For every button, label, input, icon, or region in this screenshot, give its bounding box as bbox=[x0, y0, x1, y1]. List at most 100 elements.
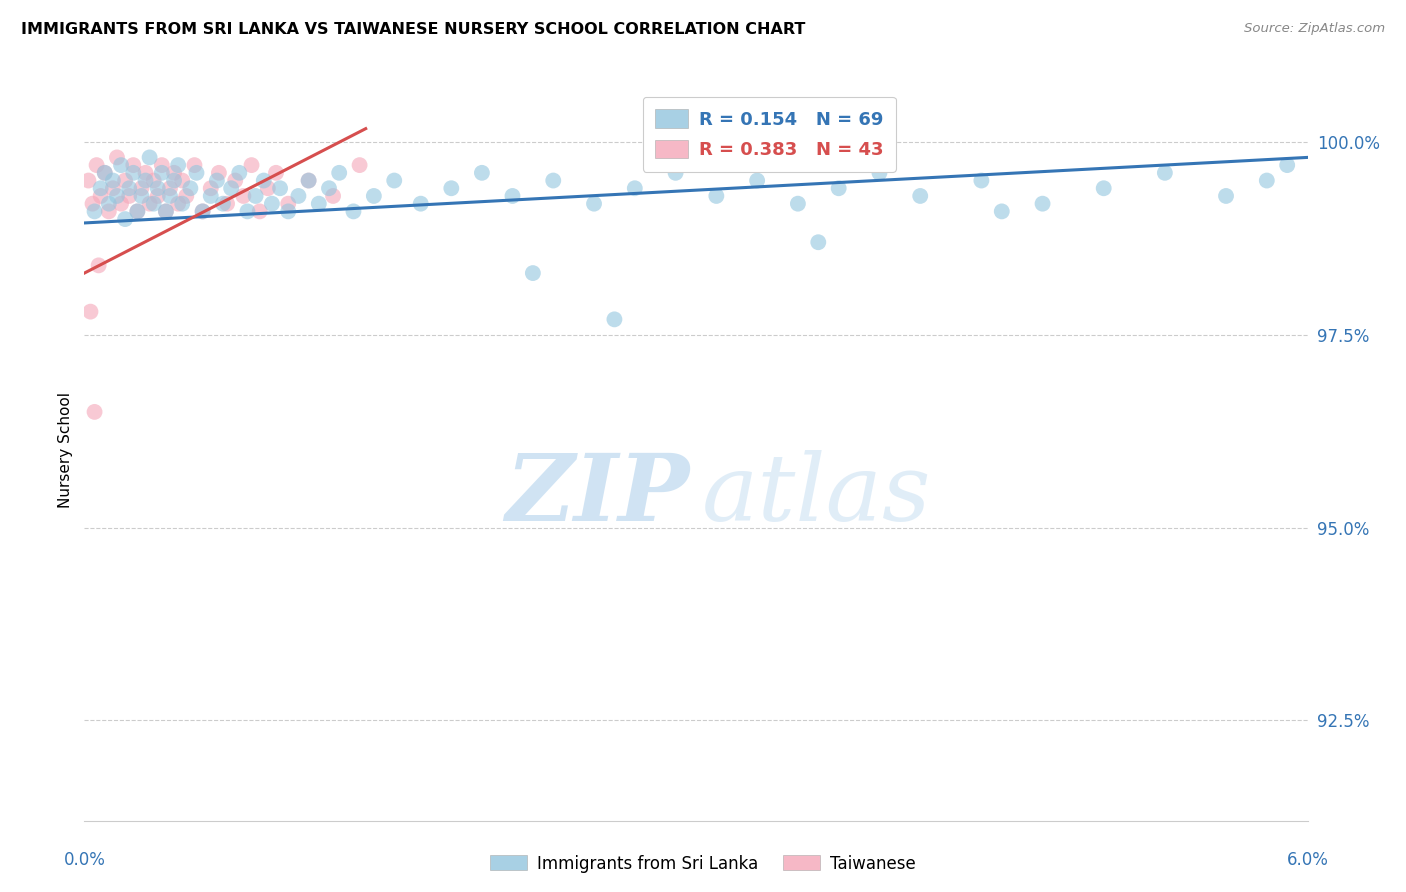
Text: 6.0%: 6.0% bbox=[1286, 851, 1329, 869]
Point bbox=[163, 166, 186, 180]
Point bbox=[172, 173, 194, 187]
Text: IMMIGRANTS FROM SRI LANKA VS TAIWANESE NURSERY SCHOOL CORRELATION CHART: IMMIGRANTS FROM SRI LANKA VS TAIWANESE N… bbox=[21, 22, 806, 37]
Point bbox=[205, 173, 228, 187]
Text: atlas: atlas bbox=[702, 450, 932, 540]
Point bbox=[1256, 173, 1278, 187]
Point bbox=[146, 189, 169, 203]
Point bbox=[167, 196, 190, 211]
Point bbox=[93, 166, 115, 180]
Point bbox=[122, 166, 145, 180]
Point bbox=[787, 196, 810, 211]
Point bbox=[253, 173, 276, 187]
Point bbox=[706, 189, 728, 203]
Point bbox=[308, 196, 330, 211]
Point bbox=[200, 189, 222, 203]
Point bbox=[287, 189, 309, 203]
Point bbox=[1277, 158, 1299, 172]
Point bbox=[159, 189, 181, 203]
Legend: R = 0.154   N = 69, R = 0.383   N = 43: R = 0.154 N = 69, R = 0.383 N = 43 bbox=[643, 96, 896, 171]
Point bbox=[93, 166, 115, 180]
Point bbox=[260, 196, 283, 211]
Point bbox=[163, 173, 186, 187]
Point bbox=[179, 181, 201, 195]
Legend: Immigrants from Sri Lanka, Taiwanese: Immigrants from Sri Lanka, Taiwanese bbox=[484, 848, 922, 880]
Point bbox=[543, 173, 565, 187]
Point bbox=[440, 181, 463, 195]
Point bbox=[747, 173, 769, 187]
Point bbox=[1215, 189, 1237, 203]
Point bbox=[135, 173, 157, 187]
Point bbox=[159, 181, 181, 195]
Point bbox=[217, 196, 239, 211]
Point bbox=[90, 189, 112, 203]
Point bbox=[142, 196, 165, 211]
Text: 0.0%: 0.0% bbox=[63, 851, 105, 869]
Point bbox=[869, 166, 891, 180]
Point bbox=[97, 196, 120, 211]
Point bbox=[174, 189, 197, 203]
Point bbox=[150, 158, 173, 172]
Point bbox=[191, 204, 214, 219]
Point bbox=[82, 196, 104, 211]
Point bbox=[114, 173, 136, 187]
Point bbox=[298, 173, 321, 187]
Point bbox=[101, 181, 124, 195]
Point bbox=[183, 158, 205, 172]
Point bbox=[240, 158, 263, 172]
Point bbox=[277, 204, 299, 219]
Text: Source: ZipAtlas.com: Source: ZipAtlas.com bbox=[1244, 22, 1385, 36]
Point bbox=[349, 158, 371, 172]
Point bbox=[90, 181, 112, 195]
Point bbox=[991, 204, 1014, 219]
Point bbox=[522, 266, 544, 280]
Point bbox=[828, 181, 851, 195]
Point bbox=[245, 189, 267, 203]
Point bbox=[186, 166, 208, 180]
Point bbox=[249, 204, 271, 219]
Point bbox=[322, 189, 344, 203]
Point bbox=[502, 189, 524, 203]
Point bbox=[583, 196, 606, 211]
Point bbox=[131, 181, 153, 195]
Point bbox=[77, 173, 100, 187]
Text: ZIP: ZIP bbox=[506, 450, 690, 540]
Point bbox=[155, 204, 177, 219]
Point bbox=[110, 196, 132, 211]
Point bbox=[146, 181, 169, 195]
Point bbox=[382, 173, 405, 187]
Point bbox=[105, 150, 128, 164]
Point bbox=[298, 173, 321, 187]
Point bbox=[212, 196, 235, 211]
Point bbox=[114, 212, 136, 227]
Y-axis label: Nursery School: Nursery School bbox=[58, 392, 73, 508]
Point bbox=[118, 189, 141, 203]
Point bbox=[624, 181, 647, 195]
Point bbox=[257, 181, 280, 195]
Point bbox=[87, 258, 110, 272]
Point bbox=[127, 204, 149, 219]
Point bbox=[122, 158, 145, 172]
Point bbox=[138, 150, 160, 164]
Point bbox=[232, 189, 254, 203]
Point bbox=[409, 196, 432, 211]
Point bbox=[970, 173, 993, 187]
Point bbox=[208, 166, 231, 180]
Point bbox=[86, 158, 108, 172]
Point bbox=[83, 405, 105, 419]
Point bbox=[172, 196, 194, 211]
Point bbox=[131, 189, 153, 203]
Point bbox=[127, 204, 149, 219]
Point bbox=[236, 204, 259, 219]
Point bbox=[318, 181, 340, 195]
Point bbox=[200, 181, 222, 195]
Point bbox=[228, 166, 250, 180]
Point bbox=[118, 181, 141, 195]
Point bbox=[167, 158, 190, 172]
Point bbox=[665, 166, 688, 180]
Point bbox=[328, 166, 350, 180]
Point bbox=[135, 166, 157, 180]
Point bbox=[219, 181, 242, 195]
Point bbox=[910, 189, 932, 203]
Point bbox=[342, 204, 364, 219]
Point bbox=[807, 235, 830, 250]
